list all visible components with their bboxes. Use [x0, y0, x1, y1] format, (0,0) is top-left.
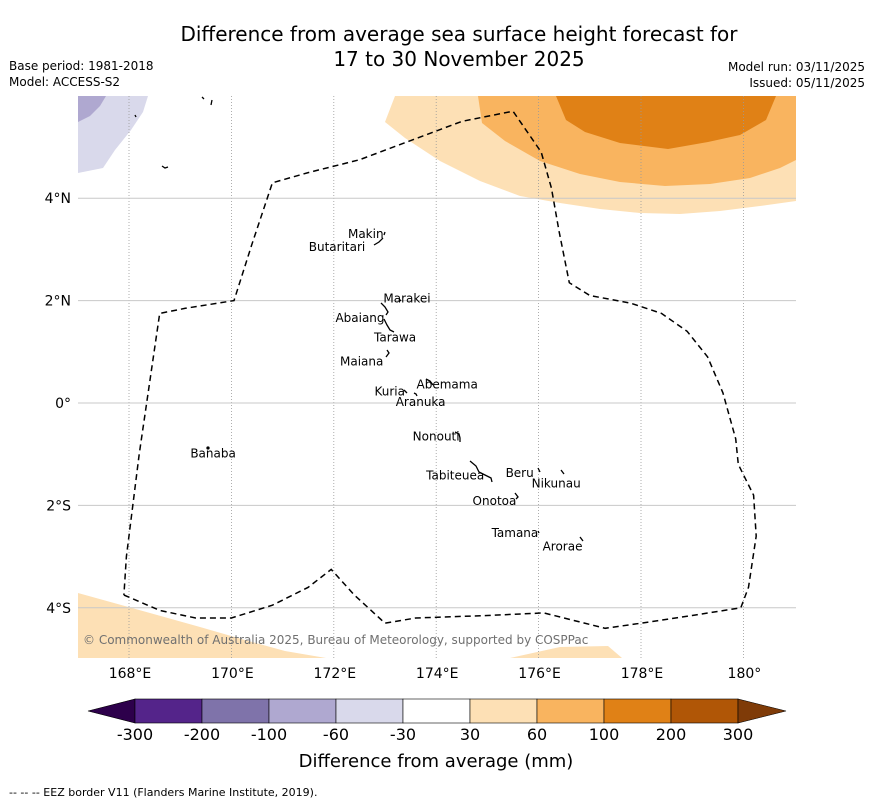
lon-tick-label: 174°E [416, 666, 459, 682]
anomaly-fill-30-60-south [510, 646, 622, 658]
island-shape-tabiteuea [469, 460, 493, 483]
meta-left: Base period: 1981-2018 Model: ACCESS-S2 [9, 58, 154, 90]
colorbar-segment [469, 698, 538, 724]
island-label-butaritari: Butaritari [309, 240, 366, 254]
lat-tick-label: 0° [55, 396, 71, 412]
island-label-makin: Makin [348, 227, 384, 241]
colorbar-tick-label: -100 [251, 725, 287, 744]
colorbar-tick-label: 200 [656, 725, 687, 744]
lon-tick-label: 180° [728, 666, 762, 682]
island-label-nonouti: Nonouti [413, 429, 460, 443]
lat-tick-label: 2°S [46, 498, 71, 514]
anomaly-fill-neg-100-60 [78, 96, 106, 122]
colorbar-extend-low [87, 698, 136, 724]
island-shape-onotoa [514, 492, 519, 500]
island-shape-nw-1 [134, 114, 137, 118]
colorbar-tick-label: 60 [527, 725, 547, 744]
lon-tick-label: 170°E [211, 666, 254, 682]
colorbar-tick-label: -300 [117, 725, 153, 744]
island-shape-abaiang [380, 302, 389, 316]
colorbar: -300 -200 -100 -60 -30 30 60 100 200 300 [87, 698, 787, 744]
colorbar-segment [402, 698, 471, 724]
island-label-onotoa: Onotoa [473, 494, 517, 508]
island-label-nikunau: Nikunau [532, 477, 581, 491]
title-line-1: Difference from average sea surface heig… [180, 22, 738, 46]
island-shapes [134, 96, 584, 542]
lat-tick-label: 2°N [45, 294, 71, 310]
island-label-beru: Beru [506, 466, 534, 480]
island-label-kuria: Kuria [374, 385, 405, 399]
island-label-banaba: Banaba [190, 447, 236, 461]
island-shape-arorae [579, 536, 584, 542]
copyright-text: © Commonwealth of Australia 2025, Bureau… [83, 633, 588, 647]
colorbar-tick-label: -30 [390, 725, 416, 744]
colorbar-tick-label: 30 [460, 725, 480, 744]
meta-right: Model run: 03/11/2025 Issued: 05/11/2025 [728, 59, 865, 91]
island-shape-tarawa [383, 318, 395, 333]
island-shape-nikunau [560, 469, 565, 475]
island-label-abemama: Abemama [417, 378, 478, 392]
latitude-labels: 4°N 2°N 0° 2°S 4°S [45, 191, 72, 617]
issued-date: Issued: 05/11/2025 [749, 76, 865, 90]
lon-tick-label: 172°E [314, 666, 357, 682]
island-shape-beru [537, 467, 541, 473]
anomaly-fill-30-60-sw [78, 593, 326, 658]
colorbar-tick-label: -200 [184, 725, 220, 744]
lon-tick-label: 178°E [621, 666, 664, 682]
eez-footnote: -- -- -- EEZ border V11 (Flanders Marine… [9, 786, 318, 799]
island-shape-nw-2 [201, 96, 213, 106]
island-shape-nw-3 [161, 165, 169, 169]
chart-title: Difference from average sea surface heig… [0, 22, 873, 72]
island-label-tabiteuea: Tabiteuea [425, 469, 484, 483]
island-shape-aranuka [413, 392, 418, 397]
colorbar-tick-label: 300 [723, 725, 754, 744]
title-line-2: 17 to 30 November 2025 [333, 47, 585, 71]
lat-tick-label: 4°N [45, 191, 71, 207]
island-shape-tamana [537, 530, 540, 534]
island-label-maiana: Maiana [340, 354, 383, 368]
island-label-marakei: Marakei [383, 292, 430, 306]
model-run: Model run: 03/11/2025 [727, 60, 865, 74]
island-label-tarawa: Tarawa [373, 330, 416, 344]
colorbar-tick-label: -60 [323, 725, 349, 744]
eez-border [123, 110, 757, 630]
colorbar-segment [134, 698, 203, 724]
lat-tick-label: 4°S [46, 601, 71, 617]
colorbar-segment [335, 698, 404, 724]
base-period: Base period: 1981-2018 [9, 59, 154, 73]
island-shape-banaba [206, 446, 210, 450]
island-shape-nonouti [454, 431, 461, 442]
island-shape-marakei [398, 298, 402, 302]
model-name: Model: ACCESS-S2 [9, 75, 121, 89]
island-label-abaiang: Abaiang [335, 311, 384, 325]
colorbar-segment [536, 698, 605, 724]
colorbar-segment [268, 698, 337, 724]
lon-tick-label: 176°E [518, 666, 561, 682]
island-shape-kuria [403, 389, 408, 394]
island-label-arorae: Arorae [543, 540, 583, 554]
anomaly-fill-100-200-ne [556, 96, 776, 149]
island-shape-maiana [385, 349, 390, 358]
colorbar-segment [201, 698, 270, 724]
longitude-labels: 168°E 170°E 172°E 174°E 176°E 178°E 180° [109, 666, 762, 682]
island-label-aranuka: Aranuka [396, 395, 446, 409]
colorbar-segment [670, 698, 739, 724]
anomaly-fill-neg-60-30 [78, 96, 148, 173]
colorbar-tick-label: 100 [589, 725, 620, 744]
island-shape-abemama [425, 378, 434, 386]
colorbar-extend-high [737, 698, 787, 724]
island-label-tamana: Tamana [491, 526, 539, 540]
lon-tick-label: 168°E [109, 666, 152, 682]
colorbar-segment [603, 698, 672, 724]
colorbar-title: Difference from average (mm) [299, 751, 574, 772]
island-shape-makin [373, 231, 386, 246]
gridlines [78, 96, 796, 658]
